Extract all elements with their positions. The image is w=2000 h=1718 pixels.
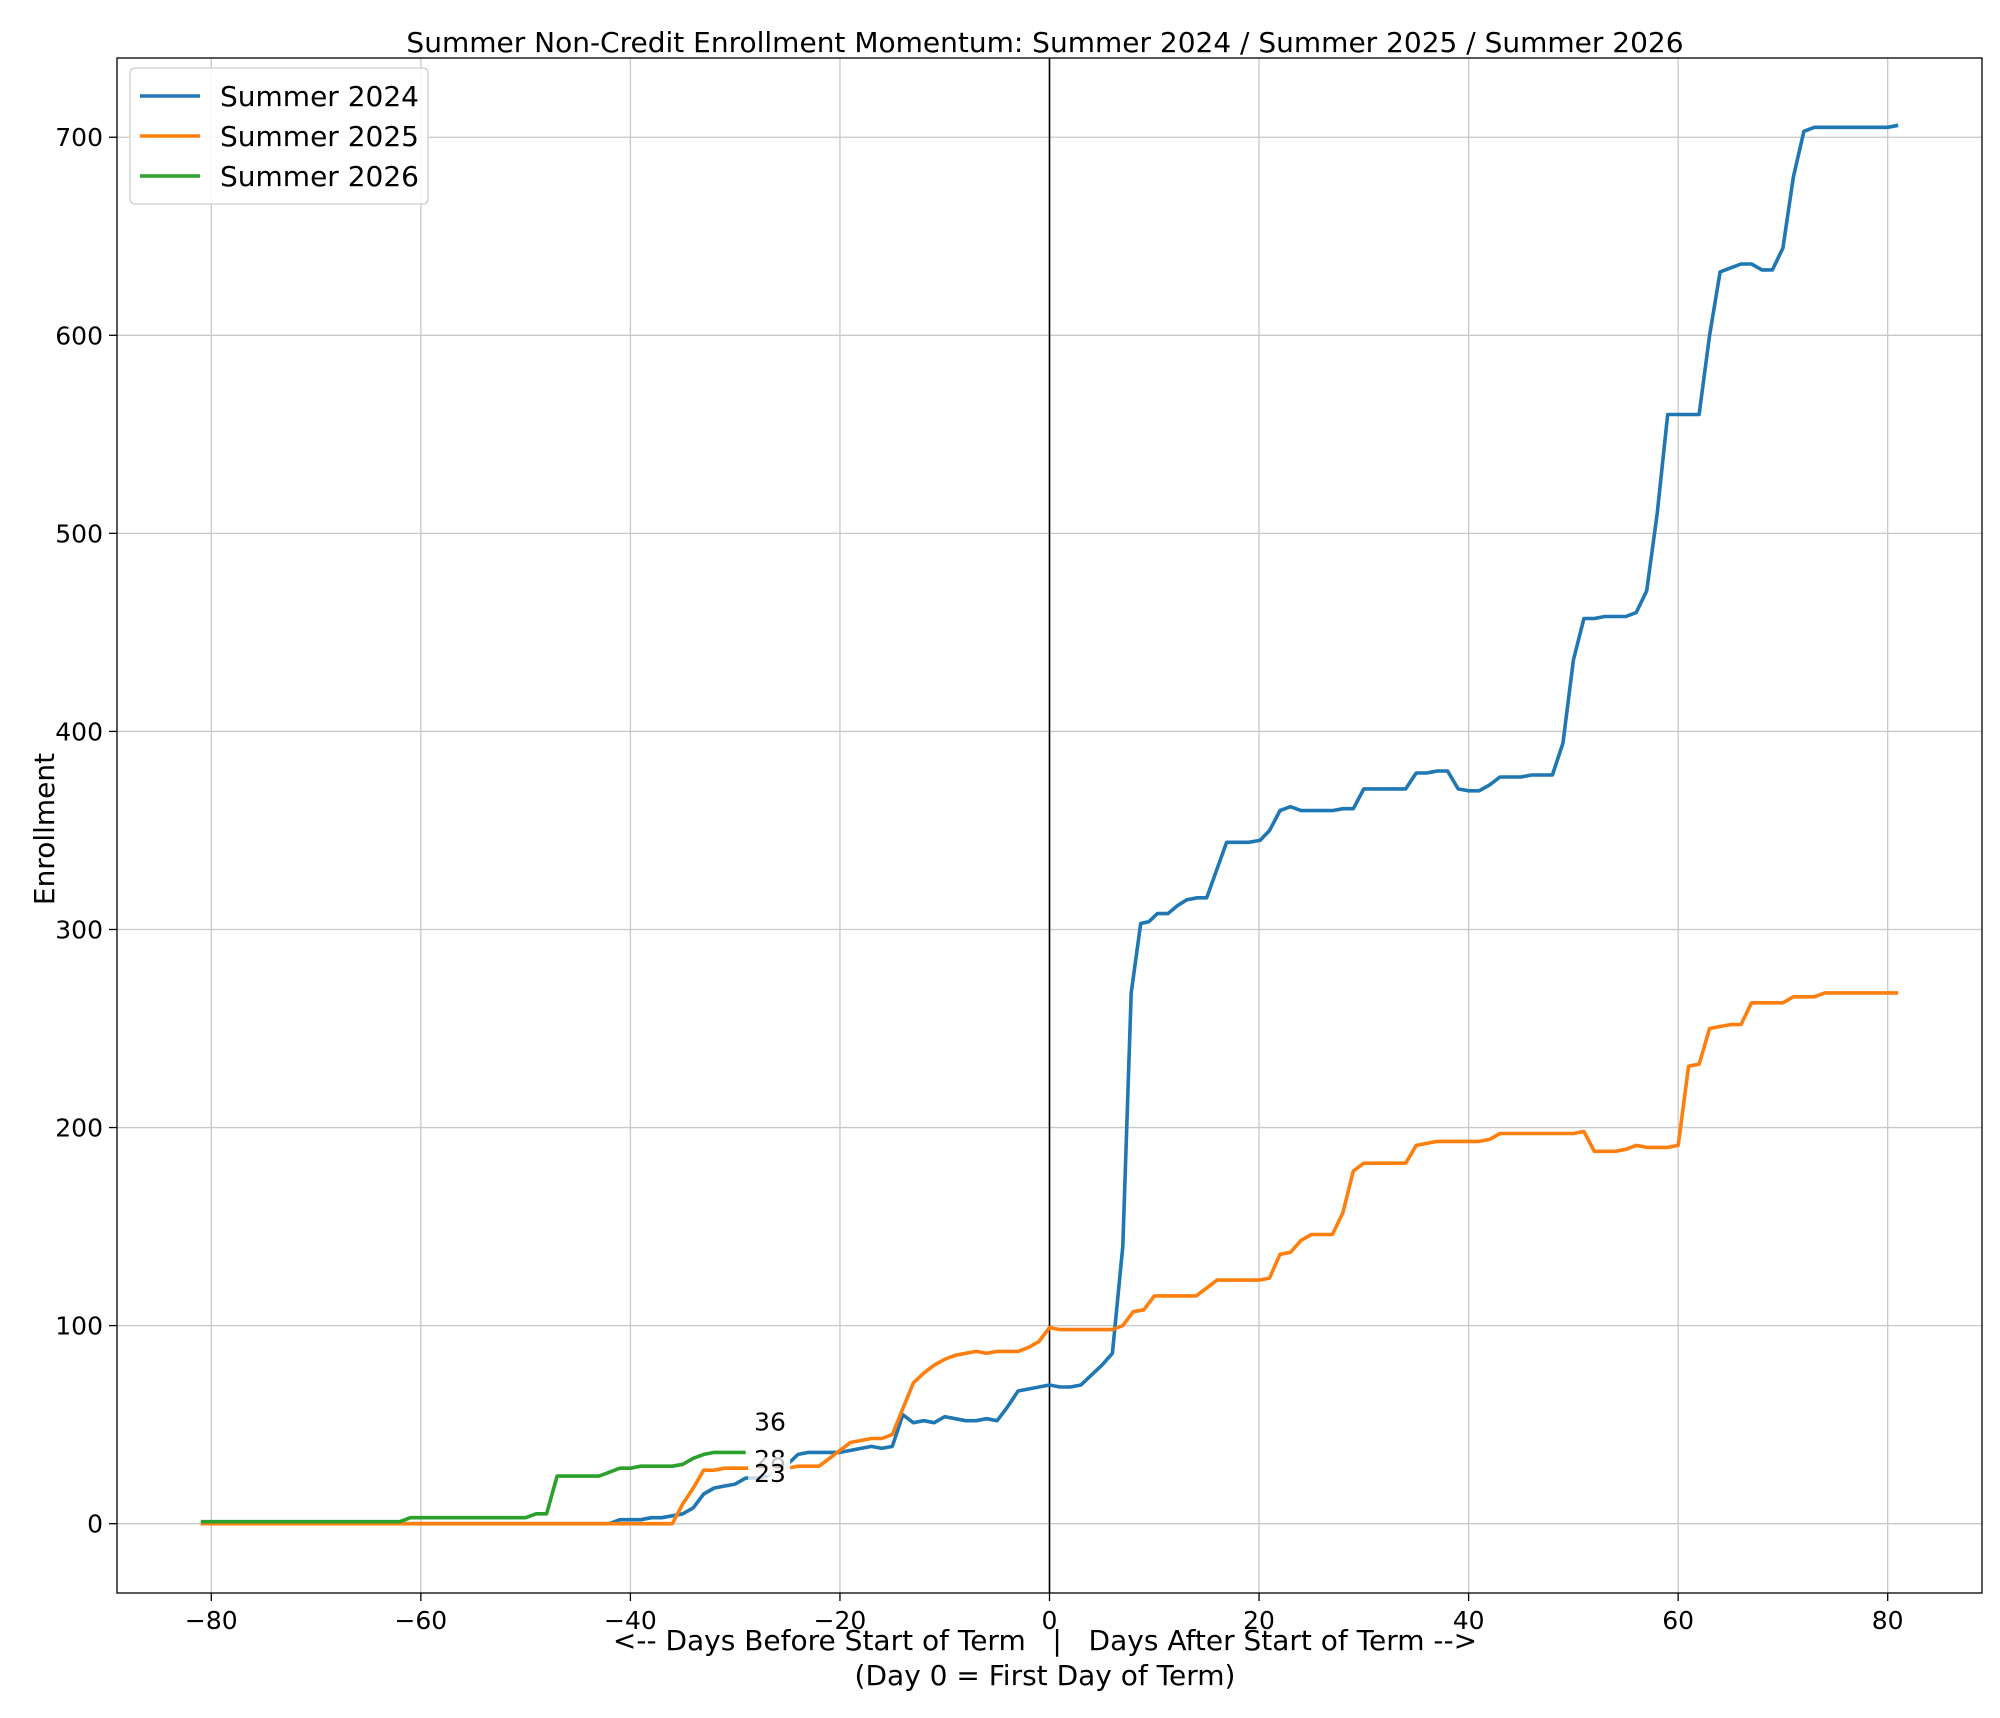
x-tick-label: 40 (1453, 1606, 1485, 1635)
y-tick-label: 700 (55, 123, 103, 152)
x-tick-label: 0 (1042, 1606, 1058, 1635)
series-line-summer-2025 (200, 991, 1899, 1526)
x-axis-ticks: −80 −60 −40 −20 0 20 40 60 80 (185, 1593, 1904, 1635)
x-tick-label: −80 (185, 1606, 238, 1635)
y-tick-label: 200 (55, 1114, 103, 1143)
legend-box (129, 67, 429, 205)
legend-label: Summer 2024 (220, 80, 419, 113)
x-axis-sublabel: (Day 0 = First Day of Term) (855, 1659, 1236, 1692)
y-tick-label: 600 (55, 321, 103, 350)
annotations: 362823 (748, 1405, 791, 1490)
series-line-summer-2026 (200, 1450, 746, 1524)
series-line-summer-2024 (200, 123, 1899, 1526)
x-tick-label: −40 (604, 1606, 657, 1635)
y-tick-label: 300 (55, 915, 103, 944)
annotation-background (748, 1457, 791, 1490)
y-tick-label: 400 (55, 717, 103, 746)
x-tick-label: −20 (814, 1606, 867, 1635)
legend: Summer 2024 Summer 2025 Summer 2026 (129, 67, 429, 205)
y-axis-label: Enrollment (28, 753, 61, 905)
chart-title: Summer Non-Credit Enrollment Momentum: S… (406, 26, 1683, 59)
legend-label: Summer 2026 (220, 160, 419, 193)
y-tick-label: 500 (55, 519, 103, 548)
annotation-label: 23 (754, 1459, 786, 1488)
legend-label: Summer 2025 (220, 120, 419, 153)
series-lines (200, 123, 1899, 1526)
y-tick-label: 100 (55, 1312, 103, 1341)
x-tick-label: 20 (1243, 1606, 1275, 1635)
x-axis-label: <-- Days Before Start of Term | Days Aft… (613, 1624, 1477, 1657)
x-tick-label: 60 (1662, 1606, 1694, 1635)
y-tick-label: 0 (87, 1510, 103, 1539)
annotation-label: 36 (754, 1407, 786, 1436)
x-tick-label: −60 (394, 1606, 447, 1635)
x-tick-label: 80 (1872, 1606, 1904, 1635)
y-axis-ticks: 0 100 200 300 400 500 600 700 (55, 123, 117, 1539)
annotation-background (748, 1405, 791, 1438)
